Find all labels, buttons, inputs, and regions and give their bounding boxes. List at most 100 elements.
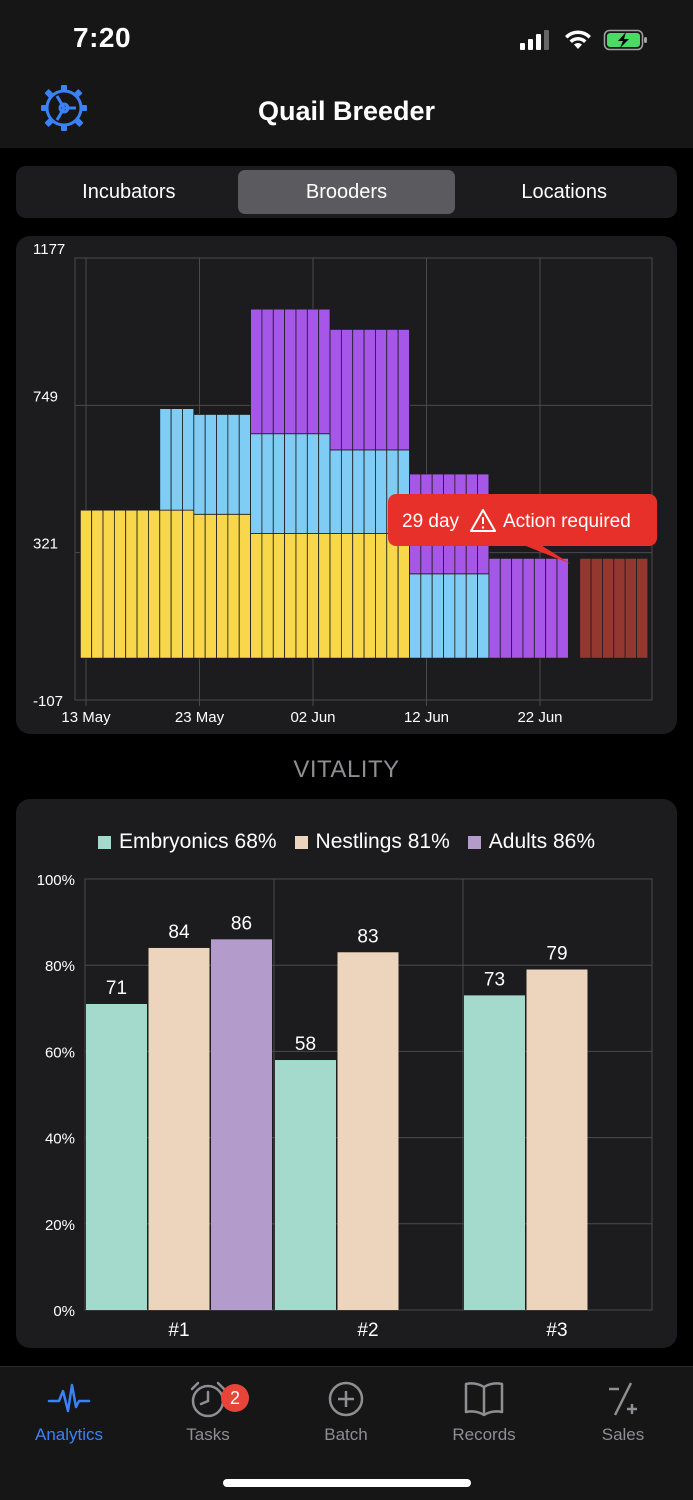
bar-adults[interactable] xyxy=(211,939,272,1310)
bar-value-label: 58 xyxy=(295,1034,316,1055)
tab-tasks[interactable]: Tasks 2 xyxy=(148,1379,268,1445)
tab-label-sales: Sales xyxy=(601,1425,645,1444)
y-tick-label: 60% xyxy=(45,1044,75,1061)
status-time: 7:20 xyxy=(73,22,132,53)
bar-nestlings[interactable] xyxy=(148,947,210,1310)
segment-incubators[interactable]: Incubators xyxy=(82,180,176,203)
stack-segment-purple xyxy=(397,329,410,451)
stack-segment-blue xyxy=(318,433,331,534)
tab-label-records: Records xyxy=(452,1425,516,1444)
stack-segment-yellow xyxy=(227,513,240,659)
y-tick-label: 40% xyxy=(45,1131,75,1148)
cellular-signal-icon xyxy=(520,30,549,50)
status-bar: 7:20 xyxy=(0,0,693,76)
stack-segment-yellow xyxy=(261,533,274,659)
stack-segment-yellow xyxy=(170,509,183,659)
stack-segment-purple xyxy=(250,308,263,435)
stack-segment-purple xyxy=(261,308,274,435)
stack-segment-purple xyxy=(533,557,547,659)
stack-segment-blue xyxy=(454,573,467,659)
category-label: #3 xyxy=(546,1320,567,1341)
pulse-icon xyxy=(47,1383,91,1413)
tab-sales[interactable]: Sales xyxy=(563,1379,683,1445)
stack-segment-yellow xyxy=(318,533,331,659)
stack-segment-blue xyxy=(272,433,286,534)
stack-segment-blue xyxy=(238,414,251,515)
bar-embryonics[interactable] xyxy=(86,1003,147,1310)
bar-embryonics[interactable] xyxy=(464,995,525,1310)
sales-icon xyxy=(609,1382,637,1416)
tab-batch[interactable]: Batch xyxy=(286,1379,406,1445)
vitality-chart-card: 0% 20% 40% 60% 80% 100% #1 71 84 86 #2 58 83 #3 73 79 xyxy=(16,799,677,1348)
stack-segment-blue xyxy=(431,573,444,659)
stack-segment-yellow xyxy=(102,509,115,659)
y-tick-label: 80% xyxy=(45,958,75,975)
stack-segment-purple xyxy=(386,329,399,451)
stack-segment-red xyxy=(624,557,637,659)
legend-label-embryonics: Embryonics 68% xyxy=(118,830,277,853)
section-title-vitality: VITALITY xyxy=(293,756,400,783)
y-tick-label: 1177 xyxy=(33,241,65,258)
bar-nestlings[interactable] xyxy=(526,969,588,1310)
x-tick-label: 23 May xyxy=(175,709,225,726)
stack-segment-blue xyxy=(261,433,274,534)
vitality-bar-chart[interactable]: 0% 20% 40% 60% 80% 100% #1 71 84 86 #2 58 83 #3 73 79 xyxy=(16,799,677,1348)
stack-segment-yellow xyxy=(329,533,342,659)
stack-segment-purple xyxy=(352,329,365,451)
tab-label-batch: Batch xyxy=(324,1425,368,1444)
stack-segment-blue xyxy=(477,573,490,659)
tab-analytics[interactable]: Analytics xyxy=(9,1379,129,1445)
segment-brooders[interactable]: Brooders xyxy=(237,170,456,214)
bar-nestlings[interactable] xyxy=(337,952,399,1310)
tasks-badge: 2 xyxy=(221,1384,249,1412)
segment-locations[interactable]: Locations xyxy=(521,180,607,203)
stack-segment-blue xyxy=(420,573,433,659)
action-tooltip[interactable]: 29 day Action required xyxy=(388,494,657,564)
legend-swatch-adults xyxy=(467,835,481,849)
stack-segment-purple xyxy=(318,308,331,435)
stack-segment-yellow xyxy=(79,509,93,659)
stack-segment-purple xyxy=(306,308,320,435)
tab-label-tasks: Tasks xyxy=(186,1425,230,1444)
bar-value-label: 71 xyxy=(106,978,127,999)
settings-gear-icon[interactable] xyxy=(38,82,90,134)
stack-segment-purple xyxy=(272,308,286,435)
stack-segment-purple xyxy=(545,557,558,659)
x-tick-label: 13 May xyxy=(61,709,111,726)
bar-value-label: 73 xyxy=(484,969,505,990)
stack-segment-blue xyxy=(363,449,376,534)
legend-swatch-nestlings xyxy=(294,835,308,849)
population-chart-card: 1177 749 321 -107 13 May 23 May 02 Jun 12 Jun 22… xyxy=(16,236,677,734)
legend-item-nestlings[interactable]: Nestlings 81% xyxy=(294,830,450,854)
legend-item-adults[interactable]: Adults 86% xyxy=(467,830,595,854)
stack-segment-yellow xyxy=(125,509,138,659)
stack-segment-yellow xyxy=(182,509,195,659)
tab-records[interactable]: Records xyxy=(424,1379,544,1445)
bar-value-label: 83 xyxy=(357,926,378,947)
category-label: #2 xyxy=(357,1320,378,1341)
stack-segment-yellow xyxy=(340,533,354,659)
stack-segment-yellow xyxy=(272,533,286,659)
stack-segment-red xyxy=(602,557,615,659)
stack-segment-blue xyxy=(329,449,342,534)
stack-segment-purple xyxy=(329,329,342,451)
bar-embryonics[interactable] xyxy=(275,1060,336,1310)
stack-segment-purple xyxy=(522,557,535,659)
y-tick-label: -107 xyxy=(33,693,63,710)
navigation-bar: Quail Breeder xyxy=(0,76,693,148)
wifi-icon xyxy=(565,30,591,49)
segmented-control: Incubators Brooders Locations xyxy=(16,166,677,218)
stack-segment-yellow xyxy=(148,509,161,659)
y-tick-label: 749 xyxy=(33,388,58,405)
x-tick-label: 12 Jun xyxy=(404,709,449,726)
stack-segment-purple xyxy=(284,308,297,435)
legend-item-embryonics[interactable]: Embryonics 68% xyxy=(97,830,277,854)
bar-value-label: 86 xyxy=(231,913,252,934)
stack-segment-blue xyxy=(182,408,195,511)
stack-segment-yellow xyxy=(352,533,365,659)
stack-segment-purple xyxy=(556,557,569,659)
stack-segment-blue xyxy=(352,449,365,534)
stack-segment-yellow xyxy=(113,509,127,659)
stack-segment-blue xyxy=(295,433,308,534)
